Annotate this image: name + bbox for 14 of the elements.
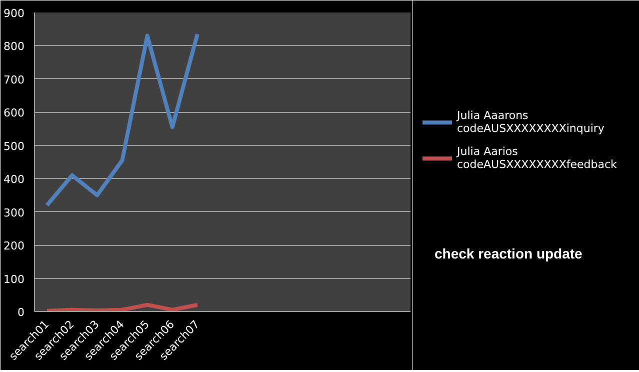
- y-tick-label: 200: [4, 240, 25, 253]
- y-tick-label: 300: [4, 206, 25, 220]
- y-tick-label: 700: [4, 73, 25, 86]
- y-tick-label: 0: [18, 306, 24, 319]
- y-tick-label: 800: [4, 40, 25, 54]
- text: check reaction update: [434, 246, 583, 262]
- legend-label: Julia Aarios codeAUSXXXXXXXXfeedback: [457, 145, 617, 171]
- y-tick-label: 600: [4, 106, 25, 120]
- y-tick-label: 500: [4, 140, 25, 153]
- legend-label: Julia Aaarons codeAUSXXXXXXXXinquiry: [457, 109, 604, 135]
- line-series: [45, 32, 200, 208]
- y-tick-label: 100: [4, 272, 25, 286]
- y-tick-label: 900: [4, 7, 25, 20]
- y-tick-label: 400: [4, 173, 25, 186]
